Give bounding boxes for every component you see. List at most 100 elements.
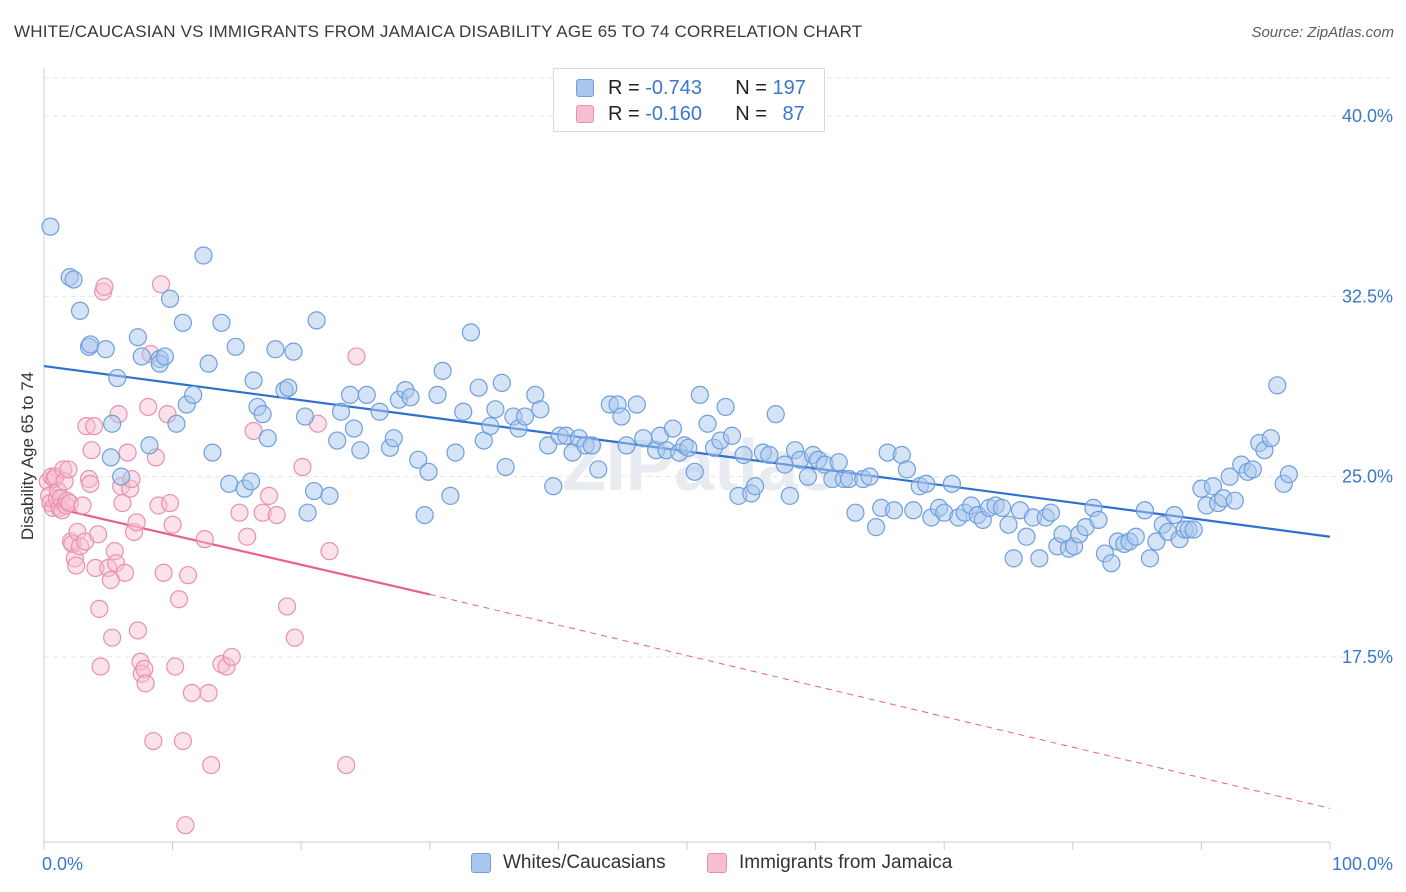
data-point-jamaica — [121, 479, 140, 498]
data-point-white — [469, 378, 488, 397]
data-point-white — [253, 405, 272, 424]
data-point-white — [103, 414, 122, 433]
data-point-white — [829, 453, 848, 472]
data-point-white — [1004, 549, 1023, 568]
data-point-white — [101, 448, 120, 467]
data-point-white — [132, 347, 151, 366]
data-point-jamaica — [176, 816, 195, 835]
data-point-jamaica — [135, 659, 154, 679]
data-point-white — [241, 472, 261, 491]
data-point-jamaica — [166, 657, 185, 676]
data-point-white — [627, 395, 646, 414]
series-legend: Whites/Caucasians Immigrants from Jamaic… — [0, 852, 1406, 878]
data-point-white — [582, 436, 601, 455]
data-point-white — [663, 419, 682, 438]
data-point-white — [384, 429, 403, 448]
data-point-white — [634, 429, 653, 448]
data-point-white — [415, 505, 434, 525]
data-point-jamaica — [238, 527, 257, 546]
data-point-jamaica — [244, 421, 263, 441]
data-point-jamaica — [128, 621, 147, 640]
x-tick-label-max: 100.0% — [1332, 854, 1393, 874]
data-point-white — [307, 311, 326, 330]
grid-lines — [44, 77, 1394, 658]
data-point-white — [1268, 376, 1287, 395]
data-point-white — [258, 429, 277, 448]
data-point-white — [401, 388, 420, 407]
data-point-white — [1135, 501, 1154, 520]
data-point-white — [357, 385, 376, 405]
data-point-white — [904, 501, 923, 520]
data-point-jamaica — [103, 628, 122, 647]
data-point-jamaica — [81, 474, 100, 493]
data-point-white — [698, 414, 717, 433]
data-point-jamaica — [90, 599, 109, 618]
data-point-white — [860, 467, 879, 486]
trend-line-jamaica — [43, 504, 431, 596]
data-point-jamaica — [195, 530, 214, 549]
data-point-jamaica — [136, 674, 155, 693]
data-point-white — [155, 347, 174, 366]
legend-row-white: R = -0.743 N = 197 — [576, 75, 806, 101]
data-point-jamaica — [259, 486, 279, 505]
legend-row-jamaica: R = -0.160 N = 87 — [576, 101, 805, 127]
data-point-jamaica — [88, 525, 108, 544]
data-point-jamaica — [277, 597, 297, 616]
data-point-jamaica — [144, 731, 163, 751]
data-point-white — [295, 407, 315, 426]
legend-r-label: R = — [608, 76, 646, 99]
data-point-white — [220, 474, 239, 493]
data-point-white — [496, 457, 515, 477]
data-point-jamaica — [139, 397, 158, 417]
data-point-jamaica — [285, 628, 304, 647]
data-point-white — [685, 462, 704, 481]
x-tick-label-min: 0.0% — [42, 854, 83, 874]
data-point-white — [298, 503, 317, 522]
data-point-white — [1126, 527, 1145, 546]
data-point-white — [999, 515, 1018, 534]
data-point-jamaica — [293, 457, 312, 477]
y-tick-label: 25.0% — [1342, 467, 1393, 487]
data-point-white — [531, 400, 550, 419]
data-point-white — [70, 301, 90, 320]
legend-r-label: R = — [608, 102, 646, 125]
data-point-jamaica — [85, 417, 104, 436]
data-point-white — [612, 407, 631, 426]
data-point-white — [866, 518, 886, 537]
data-point-jamaica — [101, 570, 120, 590]
data-point-white — [846, 503, 865, 522]
data-point-white — [441, 486, 460, 505]
legend-label-jamaica: Immigrants from Jamaica — [739, 852, 953, 873]
data-point-white — [1243, 460, 1262, 479]
data-point-white — [1030, 549, 1049, 568]
data-point-jamaica — [113, 493, 132, 513]
data-point-jamaica — [91, 657, 110, 676]
data-point-jamaica — [127, 513, 146, 532]
data-point-white — [304, 481, 324, 501]
data-point-jamaica — [67, 556, 86, 575]
data-point-jamaica — [347, 347, 366, 366]
data-point-jamaica — [163, 515, 182, 534]
y-tick-label: 32.5% — [1342, 286, 1393, 306]
data-point-jamaica — [199, 683, 218, 703]
data-point-white — [320, 486, 339, 505]
data-point-jamaica — [86, 558, 105, 578]
data-point-white — [351, 441, 370, 460]
trend-line-jamaica-extended — [429, 593, 1331, 809]
data-point-white — [617, 436, 636, 455]
data-point-white — [446, 443, 465, 462]
data-point-white — [766, 405, 785, 424]
data-point-white — [1041, 503, 1061, 522]
data-point-white — [167, 414, 186, 433]
data-point-white — [917, 474, 936, 493]
data-point-white — [1017, 527, 1036, 546]
data-point-white — [734, 445, 753, 465]
data-point-jamaica — [267, 505, 286, 525]
legend-r-value: -0.160 — [645, 102, 702, 125]
data-point-white — [1089, 510, 1108, 530]
data-point-white — [81, 335, 100, 354]
data-point-jamaica — [73, 496, 92, 515]
data-point-white — [760, 445, 779, 465]
data-point-jamaica — [55, 472, 74, 491]
data-point-jamaica — [70, 537, 90, 556]
